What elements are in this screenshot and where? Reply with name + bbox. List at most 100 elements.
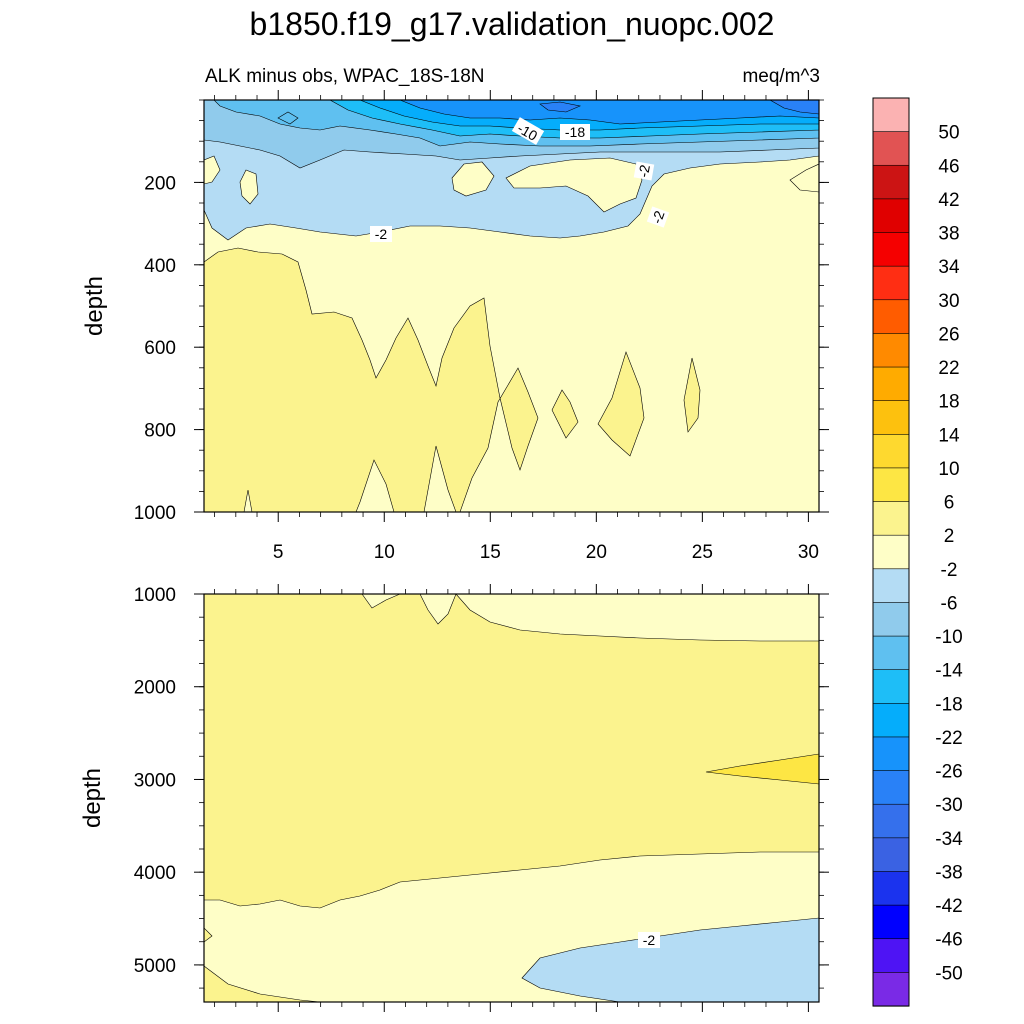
colorbar-swatch bbox=[872, 736, 910, 772]
colorbar-swatch bbox=[872, 669, 910, 704]
chart-units: meq/m^3 bbox=[742, 66, 820, 87]
p0-ytick-label: 400 bbox=[144, 256, 176, 277]
colorbar-swatch bbox=[872, 871, 910, 906]
upper-contour-label-c: -2 bbox=[633, 161, 655, 181]
xtick-label: 25 bbox=[692, 542, 713, 563]
xtick-label: 10 bbox=[374, 542, 395, 563]
colorbar-label: -6 bbox=[941, 593, 958, 614]
upper-pos-pocket-c bbox=[243, 489, 253, 512]
colorbar-label: 46 bbox=[938, 156, 959, 177]
colorbar-swatch bbox=[872, 366, 910, 402]
upper-pos-pocket-a bbox=[355, 459, 395, 512]
lower-ylabel: depth bbox=[79, 768, 106, 828]
lower-pos2-corner bbox=[204, 965, 321, 1002]
upper-label-minus2-c: -2 bbox=[375, 226, 388, 242]
lower-pos2-edge bbox=[204, 927, 213, 943]
colorbar-label: -10 bbox=[935, 627, 962, 648]
lower-neg2-region bbox=[521, 917, 819, 1002]
colorbar-swatch bbox=[872, 97, 910, 133]
colorbar-swatch bbox=[872, 703, 910, 738]
colorbar-swatch bbox=[872, 770, 910, 805]
p1-ytick-label: 2000 bbox=[134, 678, 176, 699]
colorbar-swatch bbox=[872, 501, 910, 536]
colorbar-label: 6 bbox=[944, 493, 955, 514]
colorbar-label: -2 bbox=[941, 560, 958, 581]
colorbar-label: 30 bbox=[938, 291, 959, 312]
p0-ytick-label: 1000 bbox=[134, 503, 176, 524]
colorbar-label: 38 bbox=[938, 224, 959, 245]
p0-ytick-label: 600 bbox=[144, 338, 176, 359]
colorbar-label: -34 bbox=[935, 829, 963, 850]
upper-label-minus2-a: -2 bbox=[635, 163, 653, 178]
xtick-label: 15 bbox=[480, 542, 501, 563]
p1-ytick-label: 5000 bbox=[134, 956, 176, 977]
upper-pos-pocket-b bbox=[423, 445, 457, 512]
colorbar-swatch bbox=[872, 400, 910, 435]
colorbar-swatch bbox=[872, 164, 910, 200]
p1-ytick-label: 4000 bbox=[134, 863, 176, 884]
colorbar-frame bbox=[872, 97, 910, 1007]
lower-contour-label: -2 bbox=[638, 932, 660, 948]
colorbar-swatch bbox=[872, 972, 910, 1007]
upper-neg22-region bbox=[399, 100, 819, 125]
lower-pos6-wedge bbox=[705, 753, 819, 785]
upper-pos2-island-b bbox=[597, 351, 645, 457]
colorbar-swatch bbox=[872, 232, 910, 267]
colorbar-label: -50 bbox=[935, 963, 962, 984]
upper-label-minus2-b: -2 bbox=[648, 208, 667, 225]
colorbar-swatch bbox=[872, 568, 910, 604]
colorbar-label: 42 bbox=[938, 190, 959, 211]
colorbar-swatch bbox=[872, 534, 910, 570]
xtick-label: 30 bbox=[798, 542, 819, 563]
colorbar-swatch bbox=[872, 837, 910, 873]
upper-label-minus18: -18 bbox=[565, 124, 585, 140]
colorbar-swatch bbox=[872, 803, 910, 839]
colorbar-label: -30 bbox=[935, 795, 962, 816]
colorbar-label: -42 bbox=[935, 896, 962, 917]
colorbar-label: -22 bbox=[935, 728, 962, 749]
lower-label-minus2: -2 bbox=[643, 932, 656, 948]
lower-panel-field: -2 bbox=[204, 594, 819, 1002]
upper-contour-label-e: -2 bbox=[370, 226, 392, 242]
p1-ytick-label: 3000 bbox=[134, 770, 176, 791]
colorbar-swatch bbox=[872, 433, 910, 469]
colorbar-label: 14 bbox=[938, 425, 960, 446]
colorbar-label: -26 bbox=[935, 762, 962, 783]
colorbar-swatch bbox=[872, 904, 910, 940]
xtick-label: 5 bbox=[273, 542, 284, 563]
upper-pos2-island-c bbox=[683, 357, 701, 433]
upper-neg26-region bbox=[769, 100, 819, 115]
colorbar-label: 22 bbox=[938, 358, 959, 379]
p0-ytick-label: 800 bbox=[144, 421, 176, 442]
colorbar: 50 46 42 38 34 30 26 22 18 14 10 6 2 -2 -6 -10 -14 -18 -22… bbox=[872, 97, 963, 1007]
upper-pos-island-e bbox=[239, 169, 259, 205]
colorbar-swatch bbox=[872, 635, 910, 671]
colorbar-label: -38 bbox=[935, 862, 962, 883]
colorbar-swatch bbox=[872, 198, 910, 234]
colorbar-swatch bbox=[872, 467, 910, 503]
p0-ytick-label: 200 bbox=[144, 173, 176, 194]
colorbar-label: -14 bbox=[935, 661, 963, 682]
xtick-label: 20 bbox=[586, 542, 607, 563]
colorbar-swatch bbox=[872, 938, 910, 973]
upper-pos-island-a bbox=[451, 161, 495, 197]
colorbar-label: 18 bbox=[938, 392, 959, 413]
colorbar-swatch bbox=[872, 131, 910, 166]
colorbar-label: 34 bbox=[938, 257, 960, 278]
upper-pos2-region bbox=[204, 247, 539, 512]
p1-ytick-label: 1000 bbox=[134, 585, 176, 606]
upper-contour-label-d: -2 bbox=[646, 206, 670, 228]
upper-panel-field: -10 -18 -2 -2 -2 bbox=[204, 100, 819, 512]
colorbar-label: -46 bbox=[935, 930, 962, 951]
colorbar-label: 2 bbox=[944, 526, 955, 547]
upper-pos-island-d bbox=[789, 163, 819, 193]
colorbar-label: 26 bbox=[938, 324, 959, 345]
upper-neg26-pocket bbox=[539, 101, 582, 113]
colorbar-swatch bbox=[872, 602, 910, 637]
lower-pos2-region bbox=[204, 594, 819, 909]
colorbar-label: 50 bbox=[938, 123, 959, 144]
upper-ylabel: depth bbox=[81, 276, 108, 336]
upper-neg10-blob bbox=[277, 111, 299, 125]
upper-contour-label-b: -18 bbox=[560, 124, 590, 140]
